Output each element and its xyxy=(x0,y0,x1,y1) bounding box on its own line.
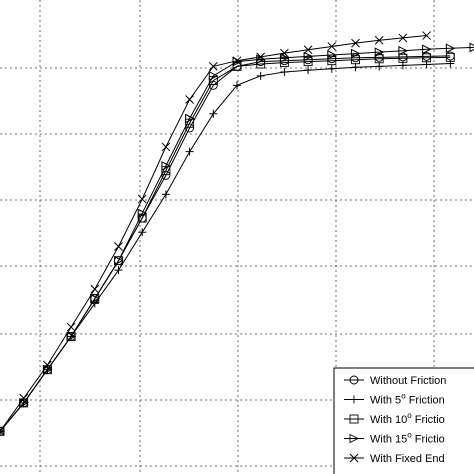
data-point-plus xyxy=(350,395,358,404)
legend-label-main: With Fixed End xyxy=(370,453,445,465)
data-point-plus xyxy=(256,71,265,80)
data-point-x xyxy=(398,33,408,43)
data-point-triangle-right xyxy=(161,161,172,171)
data-point-plus xyxy=(161,190,170,199)
data-point-square xyxy=(374,54,384,64)
data-point-triangle-right xyxy=(66,331,77,342)
legend-label-main: With 15 xyxy=(370,434,407,446)
data-point-x xyxy=(0,426,5,436)
data-point-plus xyxy=(233,81,241,90)
series-3 xyxy=(0,42,474,434)
data-point-x xyxy=(185,95,194,104)
data-point-plus xyxy=(114,266,123,275)
data-point-plus xyxy=(304,66,313,75)
data-point-x xyxy=(137,194,147,204)
data-point-x xyxy=(208,62,218,71)
data-point-x xyxy=(280,48,289,58)
data-point-x xyxy=(256,52,266,62)
data-point-x xyxy=(422,31,431,40)
data-point-triangle-right xyxy=(445,43,456,54)
legend-label: With 15o Frictio xyxy=(370,431,445,446)
data-point-triangle-right xyxy=(349,433,360,444)
data-point-triangle-right xyxy=(374,47,385,57)
data-point-x xyxy=(327,42,337,51)
series-4 xyxy=(0,31,431,436)
legend-degree-sup: o xyxy=(401,392,406,401)
data-point-square xyxy=(232,61,242,71)
legend-degree-sup: o xyxy=(407,431,412,440)
data-point-plus xyxy=(280,68,289,77)
data-point-x xyxy=(232,56,242,66)
data-point-x xyxy=(161,142,171,152)
data-point-x xyxy=(303,45,313,55)
legend-label: Without Friction xyxy=(370,375,446,387)
data-point-triangle-right xyxy=(327,50,337,60)
data-point-plus xyxy=(0,427,4,436)
series-group xyxy=(0,31,474,436)
data-point-x xyxy=(349,453,359,463)
series-line xyxy=(0,46,474,432)
legend-label-main: With 10 xyxy=(370,414,407,426)
legend-label: With 10o Frictio xyxy=(370,411,445,426)
legend-label-main: With 5 xyxy=(370,395,401,407)
data-point-x xyxy=(66,322,76,332)
data-point-triangle-right xyxy=(422,44,432,55)
data-point-triangle-right xyxy=(398,45,409,56)
data-point-square xyxy=(349,414,359,424)
data-point-plus xyxy=(327,64,336,73)
data-point-square xyxy=(398,53,408,63)
data-point-plus xyxy=(446,59,455,68)
data-point-circle xyxy=(349,375,359,385)
data-point-plus xyxy=(185,147,194,156)
legend-degree-sup: o xyxy=(407,411,412,420)
legend-label: With 5o Friction xyxy=(370,392,445,407)
data-point-square xyxy=(422,53,432,63)
data-point-square xyxy=(303,57,313,67)
data-point-triangle-right xyxy=(90,293,100,304)
data-point-plus xyxy=(209,109,218,118)
data-point-x xyxy=(114,242,123,251)
data-point-triangle-right xyxy=(208,71,219,81)
data-point-triangle-right xyxy=(469,42,474,53)
legend-entry: With 10o Frictio xyxy=(344,411,445,426)
legend-label-tail: Frictio xyxy=(412,414,445,426)
data-point-triangle-right xyxy=(19,398,29,408)
data-point-square xyxy=(256,59,266,69)
data-point-triangle-right xyxy=(279,53,290,63)
legend-label-main: Without Friction xyxy=(370,375,446,387)
legend-box xyxy=(333,367,474,474)
data-point-square xyxy=(445,52,455,62)
legend-entry: With Fixed End xyxy=(344,453,445,465)
data-point-triangle-right xyxy=(42,364,53,375)
legend-label: With Fixed End xyxy=(370,453,445,465)
data-point-triangle-right xyxy=(351,48,361,59)
legend-entry: With 5o Friction xyxy=(344,392,445,407)
data-point-plus xyxy=(375,62,384,71)
data-point-plus xyxy=(138,228,147,237)
data-point-x xyxy=(374,35,384,45)
data-point-triangle-right xyxy=(114,255,124,266)
data-point-square xyxy=(279,58,289,68)
legend-entry: With 15o Frictio xyxy=(344,431,445,446)
data-point-triangle-right xyxy=(137,208,148,219)
legend-entry: Without Friction xyxy=(344,375,446,387)
data-point-triangle-right xyxy=(185,113,195,124)
data-point-x xyxy=(90,284,100,294)
legend-label-tail: Friction xyxy=(406,395,445,407)
data-point-triangle-right xyxy=(303,51,314,62)
data-point-x xyxy=(43,360,52,370)
legend-label-tail: Frictio xyxy=(412,434,445,446)
data-point-x xyxy=(19,393,29,403)
data-point-x xyxy=(351,38,360,48)
data-point-plus xyxy=(351,63,360,72)
